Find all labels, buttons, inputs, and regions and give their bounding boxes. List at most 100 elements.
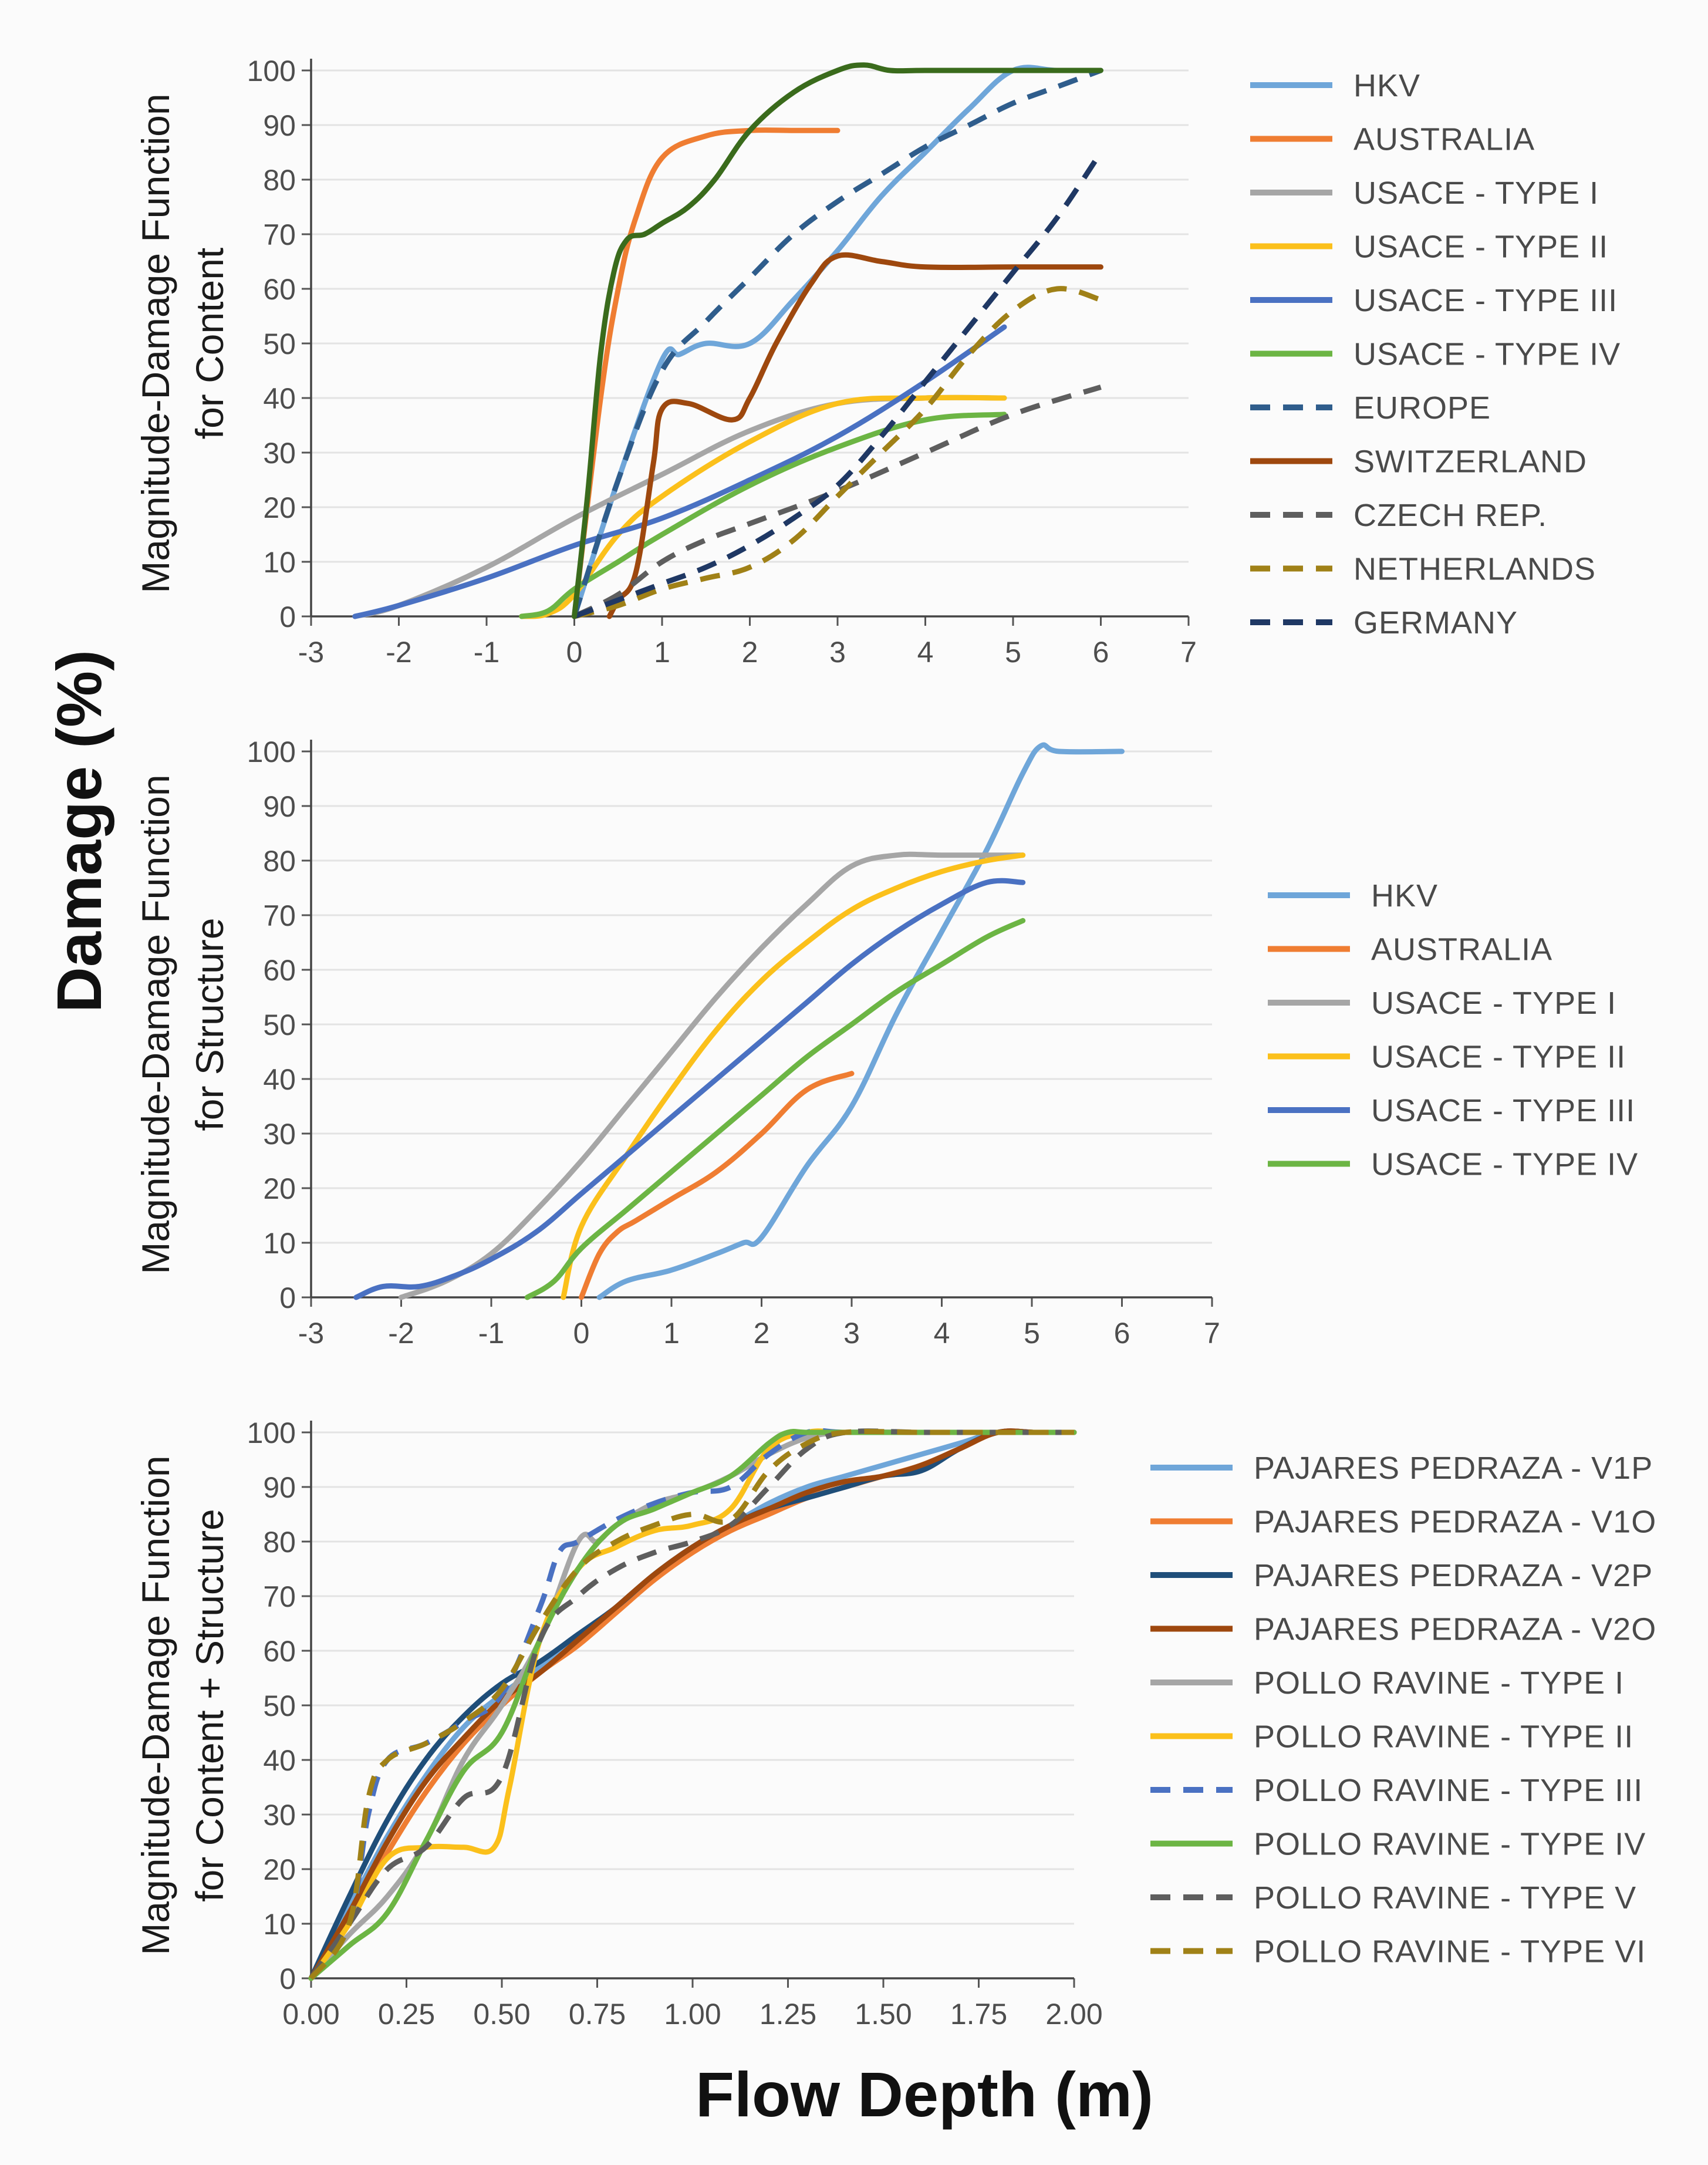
y-tick-label: 90 (263, 790, 296, 823)
y-tick-label: 90 (263, 1471, 296, 1504)
legend-label: POLLO RAVINE - TYPE V (1254, 1880, 1636, 1916)
y-tick-label: 30 (263, 437, 296, 470)
series-line-germany (573, 150, 1103, 619)
y-tick-label: 70 (263, 218, 296, 251)
y-tick-label: 0 (279, 1282, 296, 1314)
legend-label: PAJARES PEDRAZA - V1P (1254, 1451, 1653, 1486)
legend-label: AUSTRALIA (1353, 122, 1535, 157)
series-line-unlabeled (572, 62, 1103, 619)
x-tick-label: 1 (654, 636, 670, 669)
series-line-czech-rep- (573, 385, 1102, 619)
legend-label: USACE - TYPE I (1353, 176, 1599, 211)
chart-content-structure: 0 10 20 30 40 50 60 70 80 90 100 0.00 0.25 0.50 0.75 1.… (134, 1417, 1656, 2031)
y-tick-label: 60 (263, 273, 296, 306)
x-tick-label: 7 (1180, 636, 1197, 669)
y-tick-label: 80 (263, 845, 296, 878)
x-tick-label: 2 (754, 1317, 770, 1350)
y-tick-label: 60 (263, 1635, 296, 1668)
y-tick-label: 100 (247, 55, 296, 87)
legend-label: USACE - TYPE I (1371, 986, 1616, 1021)
x-tick-label: 0.50 (473, 1998, 530, 2031)
y-tick-label: 100 (247, 1417, 296, 1449)
y-tick-label: 40 (263, 1063, 296, 1096)
y-tick-label: 50 (263, 1009, 296, 1041)
y-tick-label: 20 (263, 1853, 296, 1886)
y-tick-label: 70 (263, 899, 296, 932)
series-line-europe (572, 68, 1102, 618)
legend-label: AUSTRALIA (1371, 932, 1552, 967)
legend-label: PAJARES PEDRAZA - V2P (1254, 1558, 1653, 1593)
x-tick-label: -1 (478, 1317, 504, 1350)
x-tick-label: 1.50 (855, 1998, 912, 2031)
series-line-usace-type-iii (353, 878, 1026, 1300)
x-tick-label: 5 (1005, 636, 1021, 669)
x-tick-label: 6 (1114, 1317, 1130, 1350)
legend-label: SWITZERLAND (1353, 444, 1587, 480)
series-line-pollo-ravine-type-vi (309, 1429, 1074, 1980)
y-axis-label-line2: for Content (188, 248, 231, 440)
y-axis-label-line1: Magnitude-Damage Function (134, 93, 177, 593)
legend-label: PAJARES PEDRAZA - V1O (1254, 1505, 1656, 1540)
legend-label: USACE - TYPE III (1371, 1093, 1635, 1128)
y-tick-label: 50 (263, 1689, 296, 1722)
legend-label: HKV (1353, 68, 1420, 103)
x-tick-label: -3 (298, 636, 324, 669)
y-tick-label: 20 (263, 1172, 296, 1205)
y-tick-label: 80 (263, 1526, 296, 1559)
legend-label: PAJARES PEDRAZA - V2O (1254, 1612, 1656, 1647)
legend-label: POLLO RAVINE - TYPE IV (1254, 1827, 1646, 1862)
x-tick-label: -2 (386, 636, 411, 669)
y-tick-label: 30 (263, 1799, 296, 1832)
series-line-hkv (572, 65, 1103, 619)
x-tick-label: 1.00 (664, 1998, 721, 2031)
series-line-switzerland (606, 252, 1103, 619)
y-axis-label-line1: Magnitude-Damage Function (134, 1455, 177, 1955)
legend-label: USACE - TYPE III (1353, 283, 1618, 318)
y-tick-label: 10 (263, 1227, 296, 1260)
legend-label: USACE - TYPE IV (1371, 1147, 1638, 1182)
y-tick-label: 40 (263, 382, 296, 415)
series-line-australia (572, 127, 841, 619)
x-tick-label: 0 (573, 1317, 590, 1350)
x-tick-label: 7 (1204, 1317, 1220, 1350)
x-tick-label: -3 (298, 1317, 324, 1350)
x-tick-label: 1 (663, 1317, 680, 1350)
x-tick-label: -2 (388, 1317, 414, 1350)
y-axis-label-line2: for Structure (188, 918, 231, 1131)
x-tick-label: 3 (829, 636, 846, 669)
y-tick-label: 70 (263, 1580, 296, 1613)
x-tick-label: -1 (474, 636, 499, 669)
chart-structure: 0 10 20 30 40 50 60 70 80 90 100 -3 -2 -1 0 1 2 3 4 5 6 7 Magn… (134, 736, 1638, 1350)
figure-ylabel: Damage (%) (43, 650, 114, 1013)
x-tick-label: 1.75 (950, 1998, 1007, 2031)
y-tick-label: 0 (279, 1962, 296, 1995)
x-tick-label: 5 (1024, 1317, 1040, 1350)
legend-label: GERMANY (1353, 605, 1518, 640)
legend-label: USACE - TYPE IV (1353, 337, 1621, 372)
y-tick-label: 60 (263, 954, 296, 987)
series-line-usace-type-iii (352, 324, 1007, 619)
x-tick-label: 0 (566, 636, 583, 669)
y-tick-label: 0 (279, 601, 296, 633)
y-tick-label: 10 (263, 1908, 296, 1941)
y-tick-label: 50 (263, 328, 296, 360)
y-tick-label: 40 (263, 1744, 296, 1777)
legend-label: POLLO RAVINE - TYPE VI (1254, 1934, 1646, 1970)
y-tick-label: 90 (263, 109, 296, 142)
x-tick-label: 0.75 (569, 1998, 626, 2031)
legend-label: POLLO RAVINE - TYPE III (1254, 1773, 1643, 1808)
x-tick-label: 4 (934, 1317, 950, 1350)
y-tick-label: 80 (263, 164, 296, 197)
y-tick-label: 10 (263, 546, 296, 579)
y-axis-label-line2: for Content + Structure (188, 1509, 231, 1902)
legend-label: HKV (1371, 878, 1438, 913)
y-tick-label: 20 (263, 491, 296, 524)
legend-label: CZECH REP. (1353, 498, 1547, 533)
x-tick-label: 1.25 (760, 1998, 816, 2031)
figure-xlabel: Flow Depth (m) (696, 2059, 1153, 2130)
x-tick-label: 4 (917, 636, 934, 669)
legend-label: EUROPE (1353, 390, 1491, 426)
y-axis-label-line1: Magnitude-Damage Function (134, 774, 177, 1274)
x-tick-label: 0.00 (282, 1998, 339, 2031)
